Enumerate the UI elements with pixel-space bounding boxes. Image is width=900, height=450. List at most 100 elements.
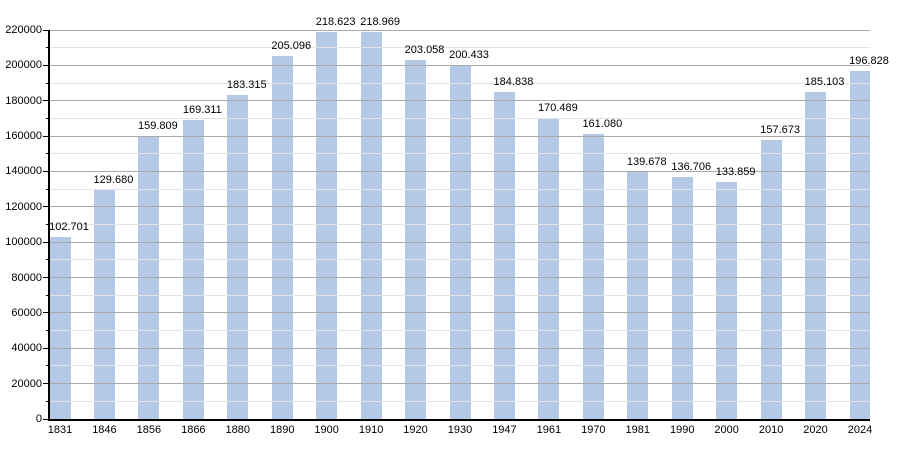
value-label-1856: 159.809 [137, 120, 178, 133]
y-major-tick [43, 206, 50, 208]
bar-1866 [182, 119, 204, 419]
y-minor-tick [46, 224, 50, 225]
value-label-1890: 205.096 [271, 40, 312, 53]
y-major-tick [43, 241, 50, 243]
value-label-2020: 185.103 [804, 75, 845, 88]
x-tick-label-2020: 2020 [803, 424, 828, 436]
y-major-tick [43, 135, 50, 137]
minor-gridline [50, 330, 870, 332]
x-tick-label-2000: 2000 [714, 424, 739, 436]
value-label-1961: 170.489 [537, 101, 578, 114]
value-label-1981: 139.678 [626, 156, 667, 169]
major-gridline [50, 64, 870, 66]
y-tick-label: 60000 [11, 306, 42, 319]
y-tick-label: 200000 [5, 59, 42, 72]
minor-gridline [50, 294, 870, 296]
x-tick-label-1981: 1981 [625, 424, 650, 436]
y-major-tick [43, 383, 50, 385]
x-tick-label-1856: 1856 [136, 424, 162, 436]
y-major-tick [43, 277, 50, 279]
minor-gridline [50, 400, 870, 402]
x-tick-label-1930: 1930 [447, 424, 473, 436]
value-label-1990: 136.706 [671, 161, 712, 174]
minor-gridline [50, 365, 870, 367]
y-minor-tick [46, 47, 50, 49]
y-major-tick [43, 64, 50, 66]
y-tick-label: 20000 [11, 377, 42, 390]
y-minor-tick [46, 82, 50, 84]
y-tick-label: 140000 [5, 165, 42, 178]
minor-gridline [50, 153, 870, 155]
y-major-tick [43, 29, 50, 31]
bars-layer [50, 30, 870, 419]
x-tick-label-2024: 2024 [847, 424, 873, 436]
bar-1846 [93, 189, 115, 419]
y-tick-label: 40000 [11, 342, 42, 355]
bar-1920 [405, 59, 427, 419]
value-label-1846: 129.680 [93, 173, 134, 186]
x-tick-label-1990: 1990 [669, 424, 695, 436]
x-tick-label-1846: 1846 [92, 424, 117, 436]
major-gridline [50, 383, 870, 385]
bar-1831 [50, 237, 71, 419]
minor-gridline [50, 82, 870, 84]
y-tick-label: 120000 [5, 200, 42, 213]
y-minor-tick [46, 117, 50, 119]
x-tick-label-1890: 1890 [269, 424, 295, 436]
x-tick-label-1920: 1920 [403, 424, 428, 436]
value-label-1947: 184.838 [493, 76, 534, 89]
major-gridline [50, 347, 870, 349]
value-label-1920: 203.058 [404, 43, 445, 56]
x-tick-label-1961: 1961 [536, 424, 562, 436]
bar-2020 [805, 91, 827, 419]
y-minor-tick [46, 330, 50, 332]
major-gridline [50, 170, 870, 172]
y-tick-label: 100000 [5, 236, 42, 249]
bar-1890 [271, 56, 293, 419]
bar-2000 [716, 182, 738, 419]
value-label-1900: 218.623 [315, 16, 356, 29]
minor-gridline [50, 224, 870, 225]
y-major-tick [43, 347, 50, 349]
bar-2024 [849, 70, 870, 419]
x-tick-label-1910: 1910 [358, 424, 384, 436]
x-tick-label-2010: 2010 [758, 424, 784, 436]
minor-gridline [50, 117, 870, 119]
x-tick-label-1947: 1947 [492, 424, 517, 436]
y-minor-tick [46, 259, 50, 261]
x-tick-label-1900: 1900 [314, 424, 339, 436]
y-tick-label: 160000 [5, 130, 42, 143]
y-minor-tick [46, 188, 50, 190]
y-tick-label: 80000 [11, 271, 42, 284]
bar-2010 [760, 140, 782, 419]
y-minor-tick [46, 153, 50, 155]
bar-1947 [493, 92, 515, 419]
minor-gridline [50, 188, 870, 190]
x-tick-label-1880: 1880 [225, 424, 250, 436]
value-label-1930: 200.433 [449, 48, 489, 61]
y-minor-tick [46, 400, 50, 402]
x-tick-label-1866: 1866 [181, 424, 206, 436]
y-tick-label: 220000 [5, 24, 42, 36]
major-gridline [50, 241, 870, 243]
x-axis-line [48, 419, 870, 421]
bar-1880 [227, 94, 249, 419]
y-major-tick [43, 312, 50, 314]
value-label-2000: 133.859 [715, 166, 756, 179]
major-gridline [50, 277, 870, 279]
y-major-tick [43, 170, 50, 172]
y-major-tick [43, 418, 50, 420]
major-gridline [50, 29, 870, 31]
bar-1900 [316, 32, 338, 419]
value-label-1866: 169.311 [182, 103, 222, 116]
y-major-tick [43, 100, 50, 102]
major-gridline [50, 206, 870, 208]
y-tick-label: 0 [35, 413, 42, 425]
minor-gridline [50, 259, 870, 261]
major-gridline [50, 312, 870, 314]
minor-gridline [50, 47, 870, 49]
value-label-1970: 161.080 [582, 118, 623, 131]
bar-1910 [360, 31, 382, 419]
value-label-1880: 183.315 [226, 78, 267, 91]
